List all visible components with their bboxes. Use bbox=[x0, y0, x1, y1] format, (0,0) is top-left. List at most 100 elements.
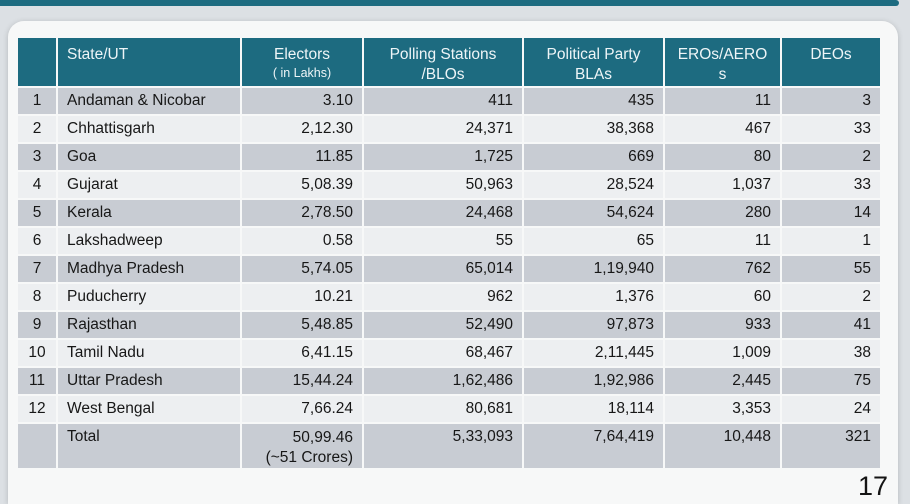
row-number-cell: 9 bbox=[18, 312, 56, 338]
deos-cell: 2 bbox=[782, 284, 880, 310]
states-data-table: State/UT Electors ( in Lakhs) Polling St… bbox=[16, 36, 882, 470]
deos-cell: 55 bbox=[782, 256, 880, 282]
electors-cell: 5,08.39 bbox=[242, 172, 362, 198]
row-number-cell: 4 bbox=[18, 172, 56, 198]
electors-cell: 3.10 bbox=[242, 88, 362, 114]
electors-cell: 5,48.85 bbox=[242, 312, 362, 338]
row-number-cell: 11 bbox=[18, 368, 56, 394]
header-row: State/UT Electors ( in Lakhs) Polling St… bbox=[18, 38, 880, 86]
col-header-political-party-blas: Political Party BLAs bbox=[524, 38, 663, 86]
eros-cell: 1,037 bbox=[665, 172, 780, 198]
deos-cell: 3 bbox=[782, 88, 880, 114]
row-number-cell: 3 bbox=[18, 144, 56, 170]
deos-cell: 33 bbox=[782, 116, 880, 142]
polling-stations-cell: 962 bbox=[364, 284, 522, 310]
polling-stations-cell: 65,014 bbox=[364, 256, 522, 282]
slide-number: 17 bbox=[857, 471, 888, 501]
col-header-label: /BLOs bbox=[421, 66, 465, 84]
blas-cell: 28,524 bbox=[524, 172, 663, 198]
state-cell: Madhya Pradesh bbox=[58, 256, 240, 282]
blas-cell: 2,11,445 bbox=[524, 340, 663, 366]
row-number-cell: 10 bbox=[18, 340, 56, 366]
col-header-electors: Electors ( in Lakhs) bbox=[242, 38, 362, 86]
deos-cell: 41 bbox=[782, 312, 880, 338]
col-header-state: State/UT bbox=[58, 38, 240, 86]
electors-cell: 7,66.24 bbox=[242, 396, 362, 422]
polling-stations-cell: 52,490 bbox=[364, 312, 522, 338]
eros-cell: 280 bbox=[665, 200, 780, 226]
blas-cell: 669 bbox=[524, 144, 663, 170]
row-number-cell: 6 bbox=[18, 228, 56, 254]
blas-cell: 1,92,986 bbox=[524, 368, 663, 394]
eros-cell: 2,445 bbox=[665, 368, 780, 394]
table-header: State/UT Electors ( in Lakhs) Polling St… bbox=[18, 38, 880, 86]
col-header-label: BLAs bbox=[574, 66, 613, 84]
total-eros-cell: 10,448 bbox=[665, 424, 780, 469]
state-cell: Chhattisgarh bbox=[58, 116, 240, 142]
top-accent-bar bbox=[0, 0, 899, 6]
polling-stations-cell: 68,467 bbox=[364, 340, 522, 366]
deos-cell: 2 bbox=[782, 144, 880, 170]
blas-cell: 1,19,940 bbox=[524, 256, 663, 282]
blas-cell: 97,873 bbox=[524, 312, 663, 338]
blas-cell: 38,368 bbox=[524, 116, 663, 142]
col-header-label: Political Party bbox=[546, 46, 641, 63]
state-cell: Puducherry bbox=[58, 284, 240, 310]
blas-cell: 65 bbox=[524, 228, 663, 254]
eros-cell: 3,353 bbox=[665, 396, 780, 422]
polling-stations-cell: 1,62,486 bbox=[364, 368, 522, 394]
state-cell: Andaman & Nicobar bbox=[58, 88, 240, 114]
deos-cell: 38 bbox=[782, 340, 880, 366]
deos-cell: 33 bbox=[782, 172, 880, 198]
electors-cell: 6,41.15 bbox=[242, 340, 362, 366]
eros-cell: 11 bbox=[665, 228, 780, 254]
state-cell: Lakshadweep bbox=[58, 228, 240, 254]
row-number-cell: 2 bbox=[18, 116, 56, 142]
state-cell: Uttar Pradesh bbox=[58, 368, 240, 394]
col-header-label: Electors bbox=[274, 46, 330, 63]
blas-cell: 18,114 bbox=[524, 396, 663, 422]
col-header-label: EROs/AERO bbox=[677, 46, 768, 63]
table-row: 4 Gujarat 5,08.39 50,963 28,524 1,037 33 bbox=[18, 172, 880, 198]
table-row: 10 Tamil Nadu 6,41.15 68,467 2,11,445 1,… bbox=[18, 340, 880, 366]
total-electors-value: 50,99.46 bbox=[292, 429, 353, 446]
blas-cell: 54,624 bbox=[524, 200, 663, 226]
state-cell: West Bengal bbox=[58, 396, 240, 422]
polling-stations-cell: 1,725 bbox=[364, 144, 522, 170]
col-header-blank bbox=[18, 38, 56, 86]
eros-cell: 1,009 bbox=[665, 340, 780, 366]
row-number-cell: 7 bbox=[18, 256, 56, 282]
col-header-label: DEOs bbox=[810, 46, 852, 63]
electors-cell: 10.21 bbox=[242, 284, 362, 310]
polling-stations-cell: 55 bbox=[364, 228, 522, 254]
table-row: 6 Lakshadweep 0.58 55 65 11 1 bbox=[18, 228, 880, 254]
polling-stations-cell: 411 bbox=[364, 88, 522, 114]
total-polling-cell: 5,33,093 bbox=[364, 424, 522, 469]
deos-cell: 75 bbox=[782, 368, 880, 394]
table-row: 12 West Bengal 7,66.24 80,681 18,114 3,3… bbox=[18, 396, 880, 422]
col-header-label: Polling Stations bbox=[389, 46, 497, 63]
eros-cell: 467 bbox=[665, 116, 780, 142]
col-header-label: State/UT bbox=[67, 46, 129, 63]
total-label-cell: Total bbox=[58, 424, 240, 469]
eros-cell: 60 bbox=[665, 284, 780, 310]
total-row: Total 50,99.46 (~51 Crores) 5,33,093 7,6… bbox=[18, 424, 880, 469]
total-electors-crores-note: (~51 Crores) bbox=[265, 449, 353, 467]
eros-cell: 762 bbox=[665, 256, 780, 282]
polling-stations-cell: 80,681 bbox=[364, 396, 522, 422]
deos-cell: 14 bbox=[782, 200, 880, 226]
electors-cell: 0.58 bbox=[242, 228, 362, 254]
polling-stations-cell: 50,963 bbox=[364, 172, 522, 198]
table-body: 1 Andaman & Nicobar 3.10 411 435 11 3 2 … bbox=[18, 88, 880, 422]
deos-cell: 1 bbox=[782, 228, 880, 254]
eros-cell: 933 bbox=[665, 312, 780, 338]
table-row: 11 Uttar Pradesh 15,44.24 1,62,486 1,92,… bbox=[18, 368, 880, 394]
row-number-cell bbox=[18, 424, 56, 469]
electors-cell: 2,12.30 bbox=[242, 116, 362, 142]
table-row: 2 Chhattisgarh 2,12.30 24,371 38,368 467… bbox=[18, 116, 880, 142]
table-row: 5 Kerala 2,78.50 24,468 54,624 280 14 bbox=[18, 200, 880, 226]
table-row: 3 Goa 11.85 1,725 669 80 2 bbox=[18, 144, 880, 170]
row-number-cell: 8 bbox=[18, 284, 56, 310]
electors-cell: 15,44.24 bbox=[242, 368, 362, 394]
